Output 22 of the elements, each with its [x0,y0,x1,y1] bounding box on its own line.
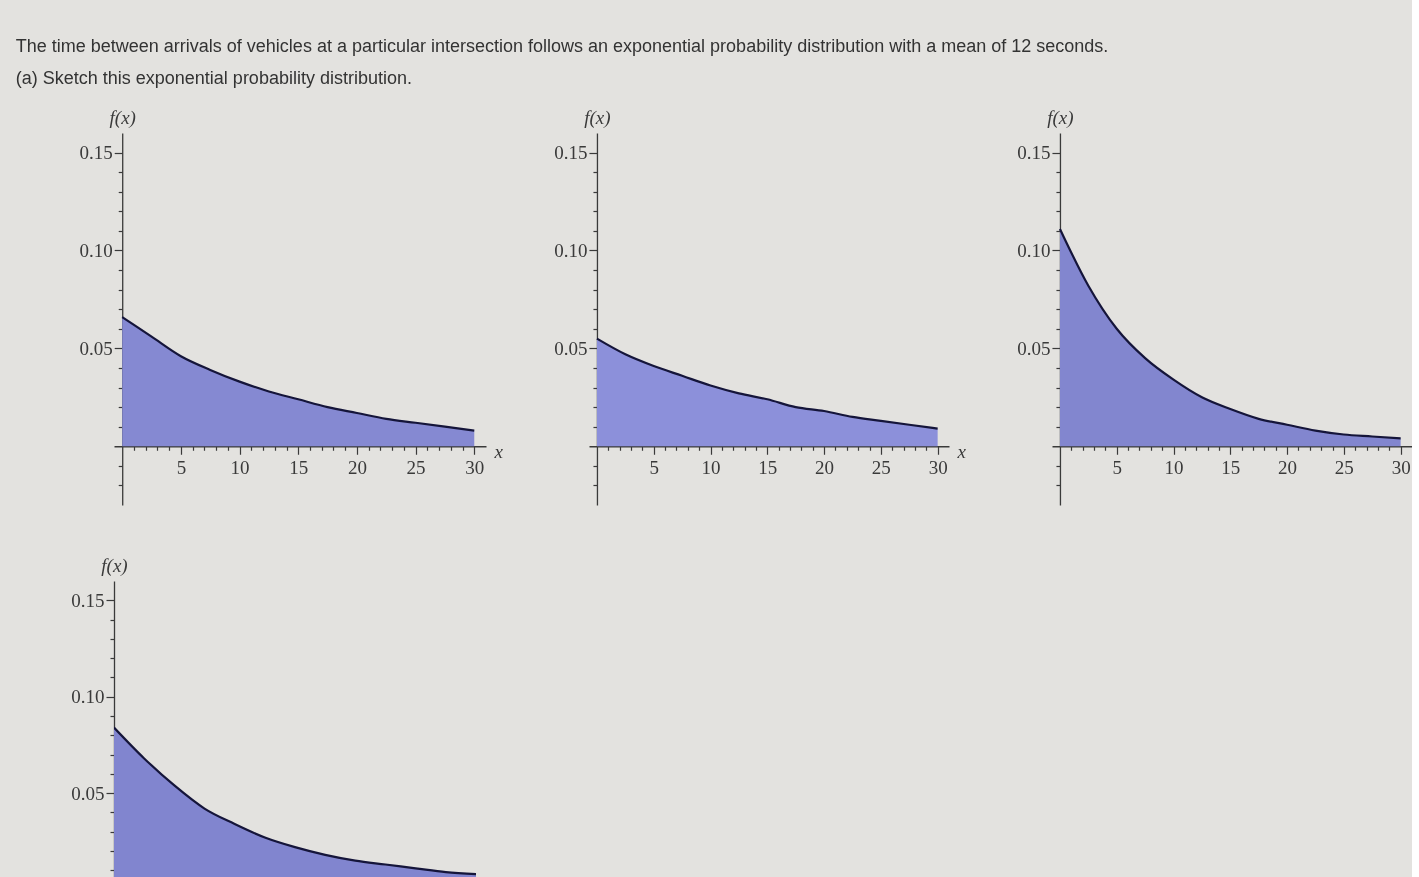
x-tick-label: 25 [1334,456,1354,478]
x-tick-label: 10 [230,456,250,478]
x-tick-label: 30 [928,456,948,478]
x-tick-label: 10 [701,456,721,478]
x-tick-label: 30 [1391,456,1411,478]
x-tick-label: 20 [347,456,367,478]
y-tick-label: 0.15 [71,589,105,611]
y-axis-title: f(x) [101,554,128,577]
x-tick-label: 30 [465,456,485,478]
x-tick-label: 15 [289,456,309,478]
x-tick-label: 15 [1221,456,1241,478]
x-tick-label: 15 [758,456,778,478]
x-tick-label: 20 [815,456,835,478]
x-tick-label: 20 [1278,456,1298,478]
x-tick-label: 10 [1164,456,1184,478]
x-tick-label: 5 [1112,456,1122,478]
x-tick-label: 25 [406,456,426,478]
y-tick-label: 0.10 [71,686,105,708]
x-tick-label: 5 [176,456,187,478]
x-tick-label: 5 [649,456,659,478]
y-tick-label: 0.05 [71,782,105,804]
x-tick-label: 25 [871,456,891,478]
